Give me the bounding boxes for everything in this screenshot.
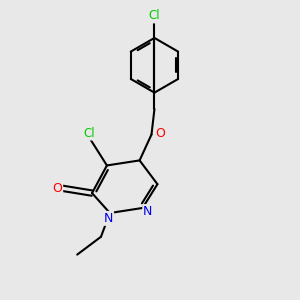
Text: Cl: Cl: [148, 10, 160, 22]
Text: Cl: Cl: [83, 127, 95, 140]
Text: O: O: [155, 128, 165, 140]
Text: N: N: [143, 205, 153, 218]
Text: O: O: [52, 182, 62, 194]
Text: N: N: [104, 212, 113, 225]
